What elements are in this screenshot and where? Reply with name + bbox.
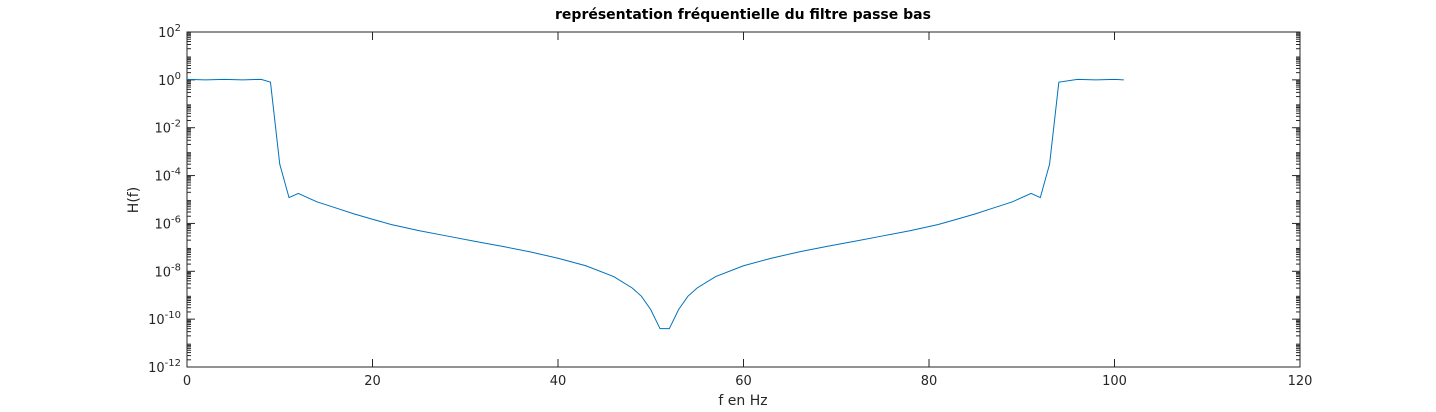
y-tick-label: 10-10 [148, 310, 181, 328]
y-tick-label: 10-4 [154, 167, 181, 185]
x-tick-label: 40 [550, 374, 567, 389]
y-tick-label: 102 [158, 23, 181, 41]
chart-title: représentation fréquentielle du filtre p… [555, 7, 931, 23]
y-tick-label: 10-6 [154, 214, 181, 232]
x-tick-label: 80 [921, 374, 938, 389]
x-tick-label: 0 [183, 374, 191, 389]
y-tick-label: 100 [158, 71, 181, 89]
y-axis-label: H(f) [126, 187, 142, 213]
data-line [186, 78, 1124, 330]
x-tick-label: 60 [735, 374, 752, 389]
y-tick-label: 10-8 [154, 262, 181, 280]
y-tick-label: 10-12 [148, 358, 181, 376]
x-tick-label: 20 [364, 374, 381, 389]
plot-area [186, 31, 1301, 368]
x-tick-label: 100 [1102, 374, 1127, 389]
x-axis-label: f en Hz [718, 393, 767, 409]
x-tick-label: 120 [1288, 374, 1313, 389]
y-tick-label: 10-2 [154, 119, 181, 137]
